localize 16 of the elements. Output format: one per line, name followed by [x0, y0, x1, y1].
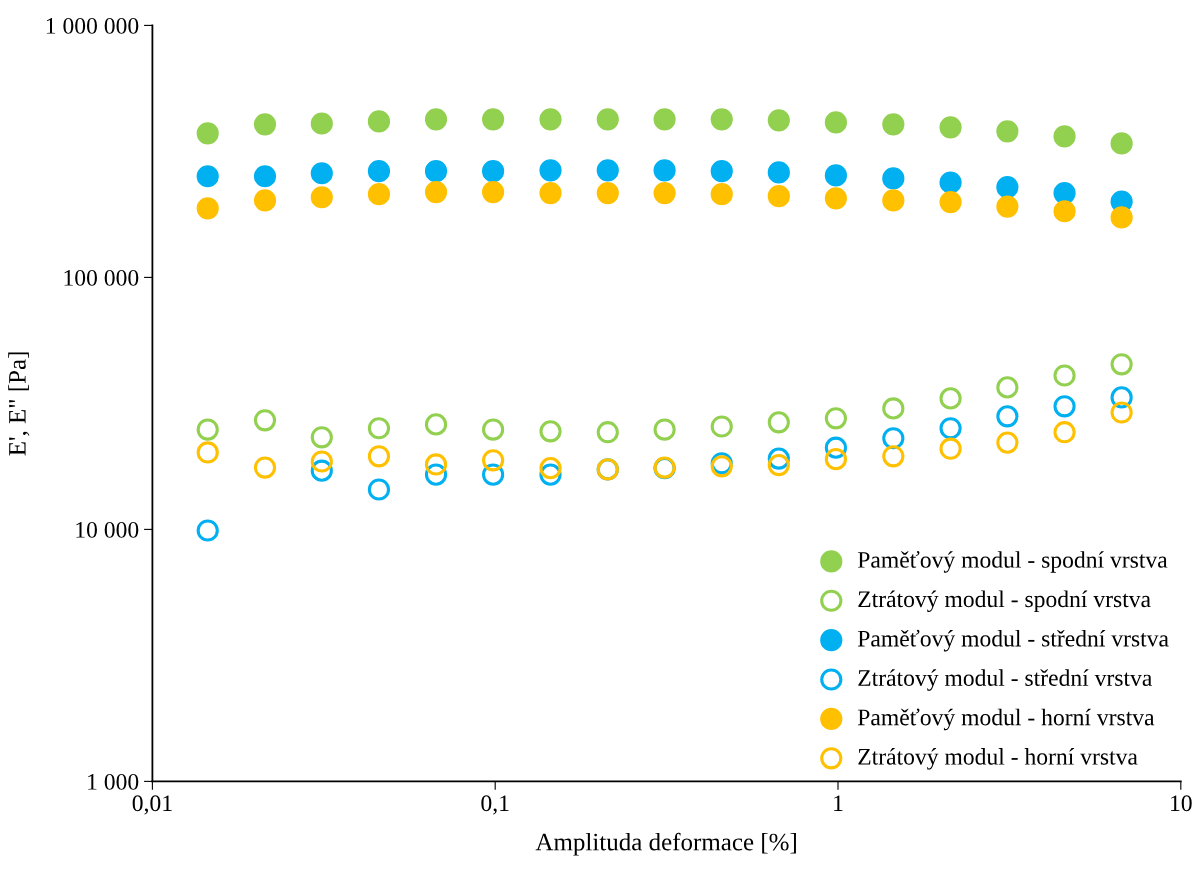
legend-label: Paměťový modul - horní vrstva [857, 708, 1155, 731]
x-tick-label: 0,1 [481, 795, 509, 815]
y-axis-title: E', E" [Pa] [8, 352, 30, 456]
legend-label: Ztrátový modul - horní vrstva [858, 748, 1138, 770]
x-axis-title: Amplituda deformace [%] [535, 832, 796, 856]
legend-label: Ztrátový modul - střední vrstva [858, 669, 1153, 691]
y-tick-label: 1 000 [88, 773, 139, 790]
legend-label: Ztrátový modul - spodní vrstva [858, 590, 1151, 613]
legend-label: Paměťový modul - střední vrstva [857, 629, 1169, 652]
legend-label: Paměťový modul - spodní vrstva [857, 550, 1168, 573]
y-tick-label: 100 000 [64, 269, 139, 286]
x-tick-label: 0,01 [132, 795, 172, 815]
x-tick-label: 1 [834, 795, 843, 811]
x-tick-label: 10 [1171, 795, 1192, 812]
y-tick-label: 1 000 000 [46, 17, 139, 34]
y-tick-label: 10 000 [76, 521, 139, 538]
